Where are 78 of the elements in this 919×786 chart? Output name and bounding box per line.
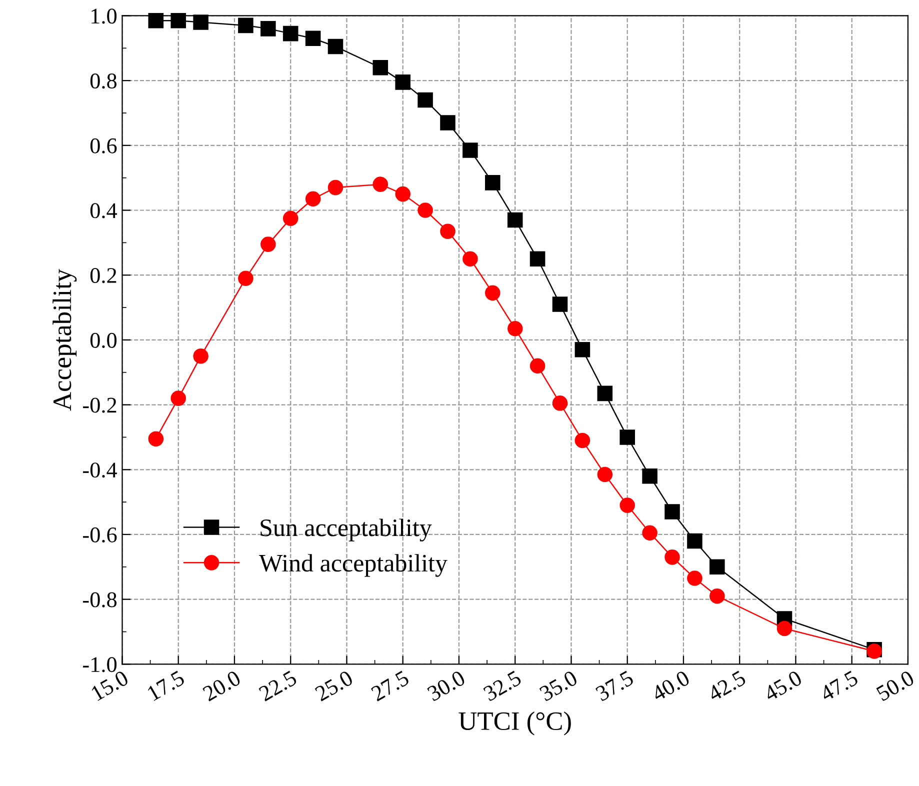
point: [664, 504, 680, 520]
y-tick-label: -0.8: [83, 592, 117, 608]
point: [664, 550, 680, 565]
point: [597, 466, 613, 482]
x-tick-label: 22.5: [258, 670, 298, 702]
x-tick-label: 35.0: [538, 670, 578, 702]
x-tick-label: 42.5: [706, 670, 747, 702]
point: [282, 26, 298, 42]
point: [193, 348, 208, 364]
y-axis-title: Acceptability: [52, 268, 77, 411]
point: [440, 224, 456, 239]
point: [372, 176, 388, 192]
y-tick-label: -0.6: [83, 527, 117, 543]
x-tick-label: 17.5: [146, 670, 186, 702]
point: [710, 588, 725, 604]
x-tick-label: 27.5: [370, 670, 410, 702]
x-tick-label: 47.5: [818, 670, 859, 702]
point: [328, 180, 344, 196]
y-tick-label: 0.8: [90, 73, 117, 89]
point: [372, 60, 388, 76]
x-tick-label: 32.5: [482, 670, 522, 702]
x-tick-label: 25.0: [314, 670, 354, 702]
point: [485, 175, 500, 190]
point: [530, 251, 546, 267]
point: [418, 202, 433, 218]
y-tick-label: -1.0: [83, 657, 117, 672]
point: [507, 320, 523, 336]
legend-label: Sun acceptability: [260, 518, 432, 542]
point: [552, 396, 568, 411]
x-tick-label: 50.0: [876, 670, 916, 702]
point: [238, 270, 254, 286]
point: [418, 92, 433, 108]
x-axis-title: UTCI (°C): [458, 711, 571, 736]
point: [260, 236, 276, 252]
point: [148, 431, 164, 446]
y-tick-label: 1.0: [92, 8, 117, 24]
point: [597, 386, 613, 402]
x-tick-label: 45.0: [762, 670, 803, 702]
point: [574, 342, 590, 358]
y-tick-label: 0.4: [90, 203, 118, 218]
point: [485, 285, 500, 301]
point: [305, 191, 321, 207]
x-tick-label: 30.0: [426, 670, 466, 702]
point: [462, 251, 478, 267]
point: [305, 30, 321, 46]
point: [620, 498, 635, 513]
y-tick-label: 0.0: [90, 332, 117, 348]
point: [530, 358, 546, 374]
point: [170, 390, 186, 406]
point: [282, 210, 298, 226]
point: [440, 115, 456, 130]
point: [238, 18, 254, 34]
y-tick-label: -0.4: [83, 462, 118, 478]
point: [687, 570, 702, 586]
point: [620, 430, 635, 445]
point: [687, 533, 702, 549]
point: [395, 186, 410, 202]
point: [642, 525, 658, 540]
point: [574, 432, 590, 448]
point: [642, 468, 658, 484]
point: [552, 296, 568, 312]
y-tick-label: 0.2: [90, 268, 116, 284]
point: [462, 142, 478, 158]
point: [507, 212, 523, 228]
x-tick-label: 37.5: [594, 670, 634, 702]
legend-label: Wind acceptability: [259, 554, 448, 577]
x-tick-label: 20.0: [202, 670, 242, 702]
point: [260, 21, 276, 36]
point: [193, 14, 208, 30]
y-tick-label: 0.6: [90, 138, 117, 154]
point: [776, 620, 792, 636]
point: [170, 12, 186, 28]
point: [710, 559, 725, 575]
x-tick-label: 40.0: [650, 670, 691, 702]
y-tick-label: -0.2: [83, 398, 116, 413]
point: [148, 12, 164, 28]
point: [395, 74, 410, 90]
point: [328, 38, 344, 54]
